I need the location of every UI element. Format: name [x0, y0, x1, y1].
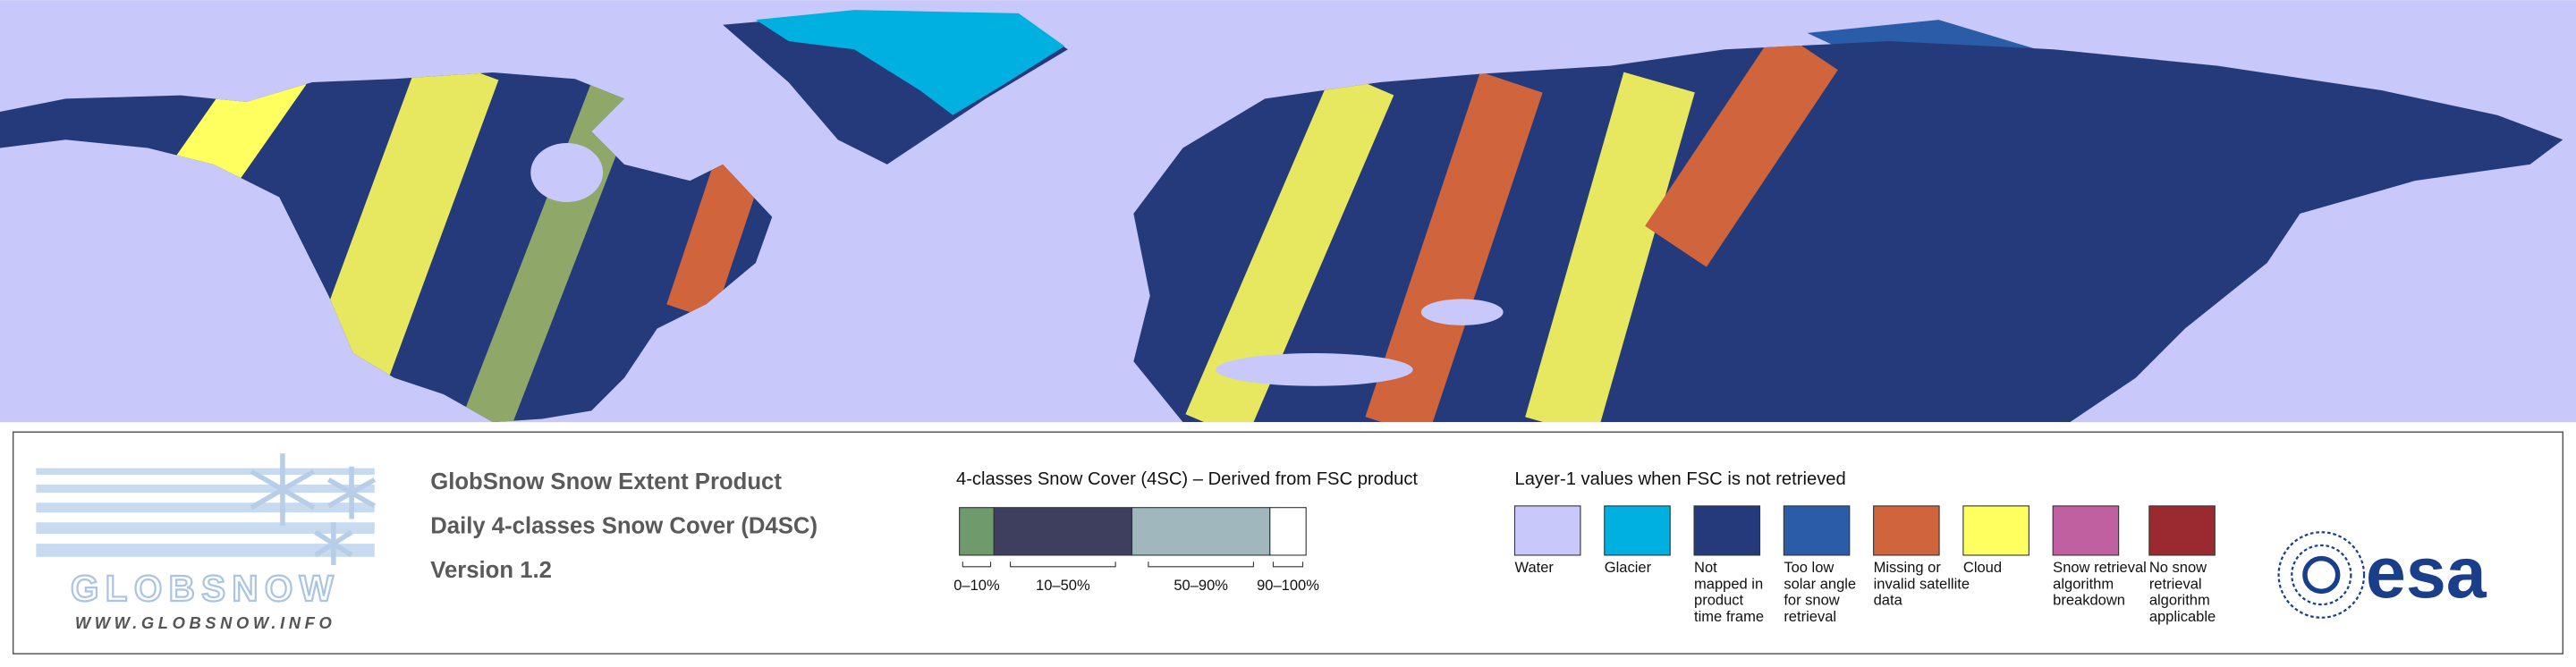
layer1-label: Cloud: [1963, 559, 2002, 576]
map: [0, 0, 2576, 423]
snowflake: [250, 453, 377, 565]
layer1-label: algorithm: [2053, 575, 2114, 592]
layer1-label: applicable: [2149, 608, 2216, 625]
layer1-label: retrieval: [2149, 575, 2202, 592]
layer1-label: algorithm: [2149, 592, 2210, 609]
product-version: Version 1.2: [430, 558, 552, 583]
snow-class-bracket: [962, 561, 992, 568]
esa-logo: esa: [2277, 531, 2487, 619]
esa-emblem: [2277, 531, 2366, 619]
hudson-bay: [530, 142, 604, 203]
layer1-label: Snow retrieval: [2053, 559, 2147, 576]
product-title: GlobSnow Snow Extent Product: [430, 469, 782, 494]
layer1-label: retrieval: [1784, 608, 1836, 625]
snow-class-bracket: [1148, 561, 1254, 568]
snow-cover-title: 4-classes Snow Cover (4SC) – Derived fro…: [956, 469, 1418, 489]
swath-missing: [1645, 41, 1838, 267]
layer1-label: No snow: [2149, 559, 2207, 576]
layer1-swatch: [1783, 505, 1851, 556]
layer1-swatch: [1962, 505, 2029, 556]
black-sea: [1420, 299, 1504, 325]
layer1-label: solar angle: [1784, 575, 1856, 592]
product-subtitle: Daily 4-classes Snow Cover (D4SC): [430, 514, 818, 539]
layer1-label: for snow: [1784, 592, 1839, 609]
layer1-swatch: [1873, 505, 1940, 556]
layer1-swatch: [2052, 505, 2120, 556]
logo-url: WWW.GLOBSNOW.INFO: [75, 613, 336, 632]
swath-cloud: [1525, 72, 1695, 423]
snow-class-bracket: [1272, 561, 1304, 568]
layer1-label: invalid satellite: [1874, 575, 1970, 592]
layer1-label: data: [1874, 592, 1903, 609]
logo-stripe: [36, 544, 375, 557]
snow-class-label: 0–10%: [953, 577, 1000, 594]
logo-stripe: [36, 468, 375, 475]
globsnow-logo: GLOBSNOW WWW.GLOBSNOW.INFO: [36, 453, 377, 632]
esa-wordmark: esa: [2366, 533, 2487, 613]
greenland-ice: [755, 10, 1065, 115]
snow-class-swatch: [993, 507, 1133, 556]
logo-wordmark: GLOBSNOW: [71, 568, 340, 609]
layer1-label: Missing or: [1874, 559, 1942, 576]
layer1-label: Too low: [1784, 559, 1834, 576]
snow-cover-scale: 0–10% 10–50% 50–90% 90–100%: [953, 507, 1319, 594]
swath-cloud: [306, 51, 499, 393]
snow-class-label: 50–90%: [1174, 577, 1228, 594]
layer1-label: time frame: [1694, 608, 1764, 625]
snow-class-swatch: [1269, 507, 1307, 556]
swath-missing: [666, 156, 763, 320]
layer1-swatch: [1604, 505, 1671, 556]
layer1-label: Glacier: [1605, 559, 1652, 576]
snow-class-swatch: [959, 507, 995, 556]
layer1-swatch: [2148, 505, 2216, 556]
layer1-label: mapped in: [1694, 575, 1763, 592]
mediterranean: [1216, 353, 1413, 386]
logo-stripe: [36, 502, 375, 513]
layer1-title: Layer-1 values when FSC is not retrieved: [1514, 469, 1845, 489]
logo-stripe: [36, 522, 375, 535]
snow-class-label: 10–50%: [1036, 577, 1090, 594]
layer1-swatch: [1693, 505, 1761, 556]
layer1-label: breakdown: [2053, 592, 2125, 609]
layer1-label: Not: [1694, 559, 1717, 576]
layer1-label: product: [1694, 592, 1743, 609]
swath-missing: [1365, 72, 1543, 423]
snow-class-bracket: [1010, 561, 1116, 568]
snow-class-label: 90–100%: [1257, 577, 1319, 594]
snow-class-swatch: [1131, 507, 1271, 556]
logo-stripe: [36, 484, 375, 494]
layer1-swatch: [1513, 505, 1581, 556]
layer1-label: Water: [1514, 559, 1554, 576]
